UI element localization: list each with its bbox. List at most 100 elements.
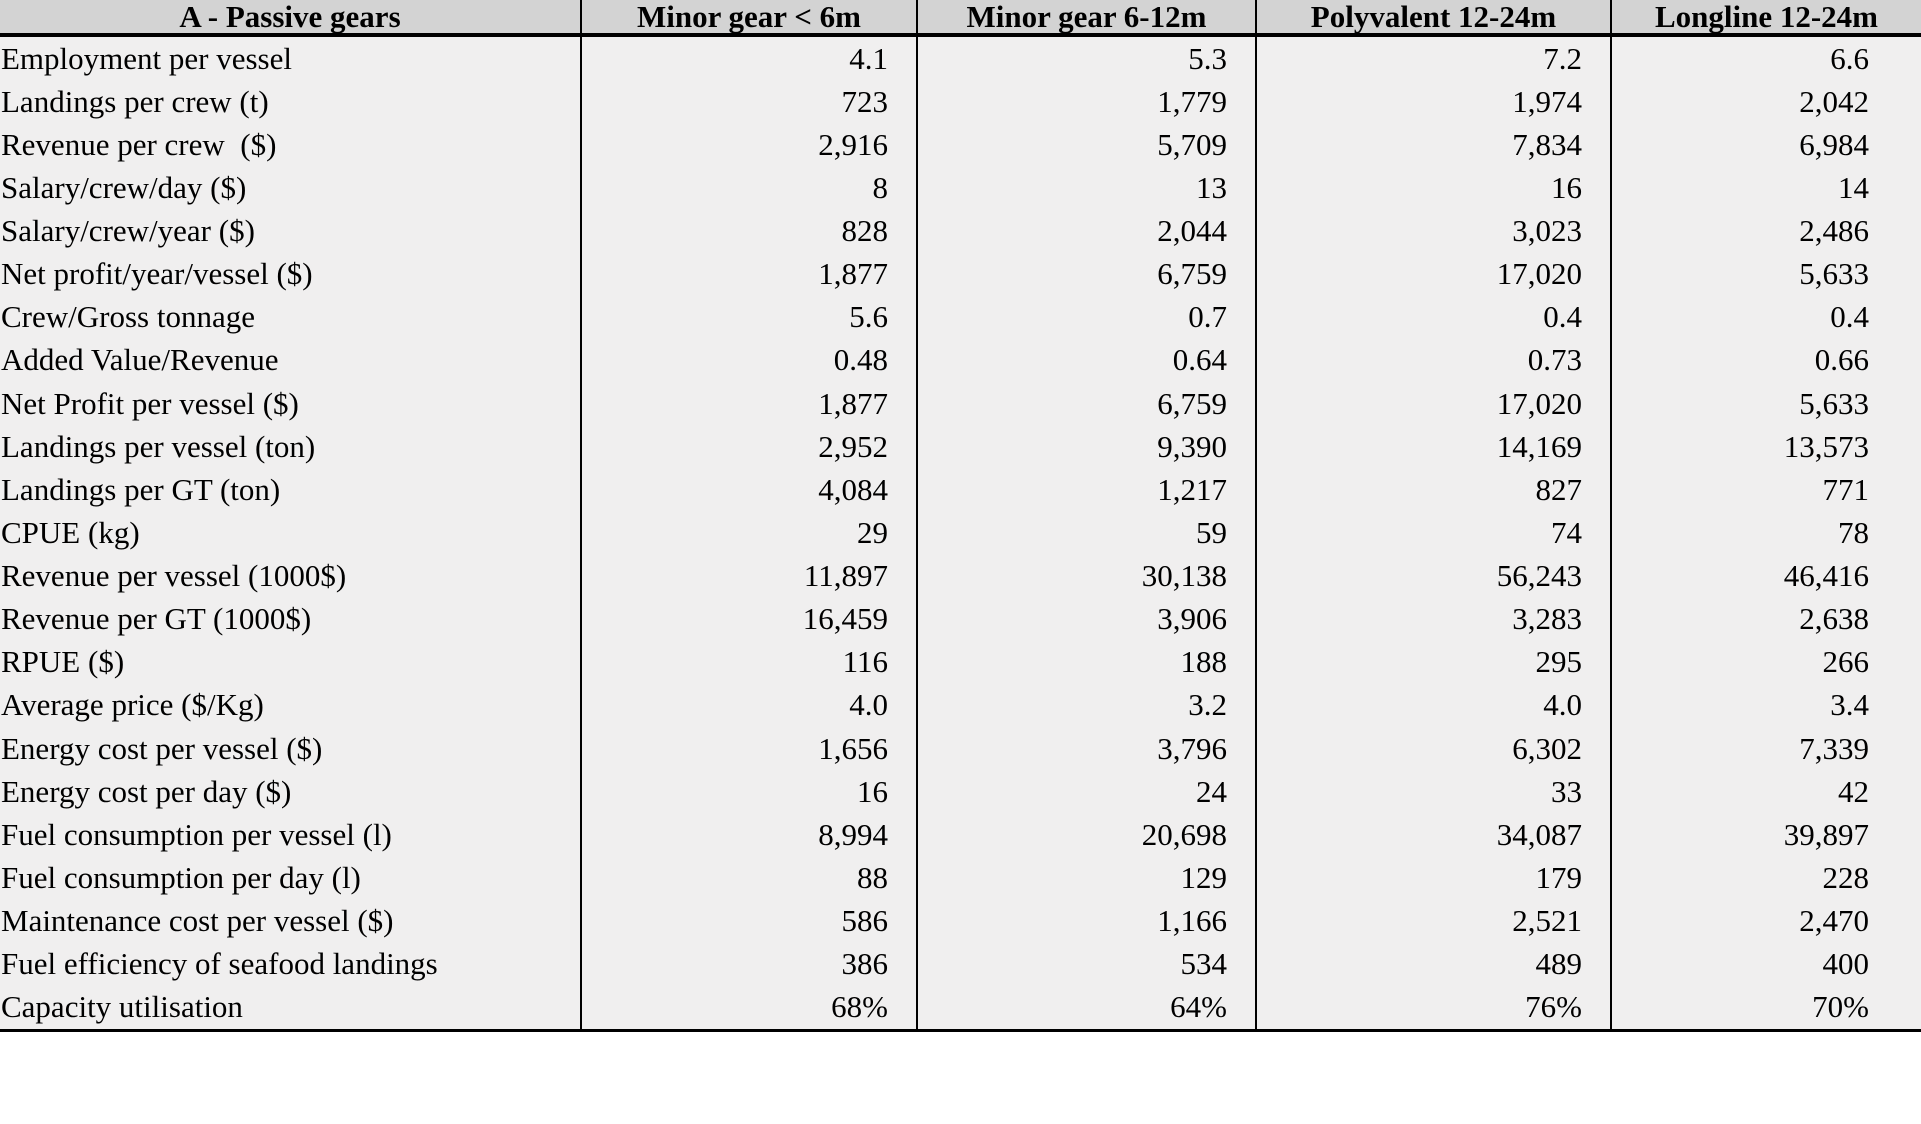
table-row: Landings per vessel (ton) 2,952 9,390 14,16… [0, 425, 1921, 469]
value-cell: 14,169 [1255, 425, 1610, 469]
table-row: Capacity utilisation 68% 64% 76% 70% [0, 985, 1921, 1029]
value-cell: 7,834 [1255, 123, 1610, 167]
value-cell: 2,638 [1610, 597, 1921, 641]
row-label-cell: Salary/crew/day ($) [1, 169, 247, 205]
row-label-cell: Energy cost per day ($) [1, 773, 292, 809]
value-cell: 5,633 [1610, 382, 1921, 426]
value-cell: 5,709 [916, 123, 1255, 167]
value-cell: 8 [580, 166, 916, 210]
value-cell: 3,023 [1255, 209, 1610, 253]
value-cell: 6,759 [916, 382, 1255, 426]
value-cell: 828 [580, 209, 916, 253]
table-row: Average price ($/Kg) 4.0 3.2 4.0 3.4 [0, 683, 1921, 727]
value-cell: 6,759 [916, 252, 1255, 296]
header-cell-polyvalent-12-24m: Polyvalent 12-24m [1255, 0, 1610, 33]
value-cell: 129 [916, 856, 1255, 900]
value-cell: 295 [1255, 640, 1610, 684]
value-cell: 7,339 [1610, 727, 1921, 771]
table-row: Maintenance cost per vessel ($) 586 1,166 2… [0, 899, 1921, 943]
value-cell: 6,984 [1610, 123, 1921, 167]
value-cell: 78 [1610, 511, 1921, 555]
value-cell: 7.2 [1255, 37, 1610, 81]
row-label-cell: Employment per vessel [1, 40, 292, 76]
row-label-cell: Revenue per crew ($) [1, 126, 277, 162]
value-cell: 0.64 [916, 338, 1255, 382]
value-cell: 2,916 [580, 123, 916, 167]
row-label-cell: Revenue per vessel (1000$) [1, 558, 347, 594]
table-row: Crew/Gross tonnage 5.6 0.7 0.4 0.4 [0, 295, 1921, 339]
value-cell: 76% [1255, 985, 1610, 1029]
value-cell: 0.4 [1255, 295, 1610, 339]
value-cell: 2,042 [1610, 80, 1921, 124]
value-cell: 20,698 [916, 813, 1255, 857]
value-cell: 42 [1610, 770, 1921, 814]
row-label-cell: CPUE (kg) [1, 514, 140, 550]
table-row: Fuel consumption per vessel (l) 8,994 20,6… [0, 813, 1921, 857]
passive-gears-table: A - Passive gears Minor gear < 6m Minor … [0, 0, 1921, 1032]
value-cell: 11,897 [580, 554, 916, 598]
value-cell: 16,459 [580, 597, 916, 641]
value-cell: 3.2 [916, 683, 1255, 727]
table-body: Employment per vessel 4.1 5.3 7.2 6.6 Landing… [0, 37, 1921, 1032]
row-label-cell: Fuel consumption per day (l) [1, 859, 361, 895]
header-cell-longline-12-24m: Longline 12-24m [1610, 0, 1921, 33]
value-cell: 1,877 [580, 382, 916, 426]
row-label-cell: Salary/crew/year ($) [1, 213, 255, 249]
table-row: Energy cost per day ($) 16 24 33 42 [0, 770, 1921, 814]
value-cell: 116 [580, 640, 916, 684]
row-label-cell: Maintenance cost per vessel ($) [1, 903, 394, 939]
table-row: Salary/crew/day ($) 8 13 16 14 [0, 166, 1921, 210]
value-cell: 1,974 [1255, 80, 1610, 124]
value-cell: 2,486 [1610, 209, 1921, 253]
value-cell: 9,390 [916, 425, 1255, 469]
value-cell: 5.3 [916, 37, 1255, 81]
table-row: Revenue per crew ($) 2,916 5,709 7,834 6,984 [0, 123, 1921, 167]
value-cell: 16 [1255, 166, 1610, 210]
table-row: Revenue per GT (1000$) 16,459 3,906 3,283 2,… [0, 597, 1921, 641]
value-cell: 2,044 [916, 209, 1255, 253]
table-row: Landings per crew (t) 723 1,779 1,974 2,042 [0, 80, 1921, 124]
value-cell: 64% [916, 985, 1255, 1029]
value-cell: 1,166 [916, 899, 1255, 943]
value-cell: 771 [1610, 468, 1921, 512]
value-cell: 6,302 [1255, 727, 1610, 771]
value-cell: 24 [916, 770, 1255, 814]
value-cell: 70% [1610, 985, 1921, 1029]
row-label-cell: Net Profit per vessel ($) [1, 385, 299, 421]
row-label-cell: Fuel efficiency of seafood landings [1, 946, 438, 982]
value-cell: 34,087 [1255, 813, 1610, 857]
value-cell: 5.6 [580, 295, 916, 339]
value-cell: 0.73 [1255, 338, 1610, 382]
value-cell: 4.1 [580, 37, 916, 81]
value-cell: 179 [1255, 856, 1610, 900]
row-label-cell: Landings per crew (t) [1, 83, 269, 119]
header-cell-minor-gear-lt-6m: Minor gear < 6m [580, 0, 916, 33]
table-row: Revenue per vessel (1000$) 11,897 30,138 56… [0, 554, 1921, 598]
value-cell: 3,283 [1255, 597, 1610, 641]
row-label-cell: Crew/Gross tonnage [1, 299, 255, 335]
row-label-cell: Added Value/Revenue [1, 342, 279, 378]
value-cell: 8,994 [580, 813, 916, 857]
value-cell: 2,470 [1610, 899, 1921, 943]
table-row: Employment per vessel 4.1 5.3 7.2 6.6 [0, 37, 1921, 81]
value-cell: 0.7 [916, 295, 1255, 339]
value-cell: 17,020 [1255, 382, 1610, 426]
value-cell: 4.0 [580, 683, 916, 727]
table-row: Energy cost per vessel ($) 1,656 3,796 6,30… [0, 727, 1921, 771]
value-cell: 88 [580, 856, 916, 900]
row-label-cell: Revenue per GT (1000$) [1, 601, 312, 637]
value-cell: 2,952 [580, 425, 916, 469]
value-cell: 3,906 [916, 597, 1255, 641]
table-header-row: A - Passive gears Minor gear < 6m Minor … [0, 0, 1921, 37]
value-cell: 386 [580, 942, 916, 986]
row-label-cell: Energy cost per vessel ($) [1, 730, 323, 766]
row-label-cell: Capacity utilisation [1, 989, 243, 1025]
value-cell: 74 [1255, 511, 1610, 555]
value-cell: 1,779 [916, 80, 1255, 124]
value-cell: 46,416 [1610, 554, 1921, 598]
row-label-cell: Net profit/year/vessel ($) [1, 256, 313, 292]
value-cell: 30,138 [916, 554, 1255, 598]
table-row: Added Value/Revenue 0.48 0.64 0.73 0.66 [0, 338, 1921, 382]
value-cell: 1,877 [580, 252, 916, 296]
value-cell: 29 [580, 511, 916, 555]
